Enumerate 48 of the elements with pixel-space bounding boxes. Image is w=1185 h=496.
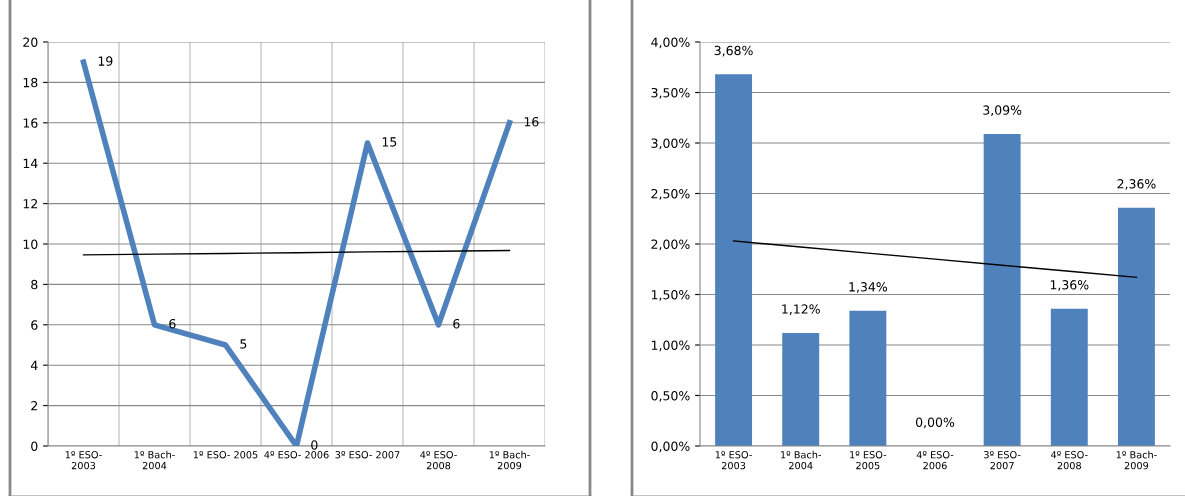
- x-tick-label: 4º ESO- 2006: [264, 451, 329, 459]
- y-tick-label: 4,00%: [651, 37, 690, 49]
- x-tick-label: 1º ESO- 2005: [193, 451, 258, 459]
- x-tick-label: 1º Bach- 2009: [1116, 450, 1157, 470]
- y-tick-label: 14: [23, 158, 38, 168]
- data-label: 6: [169, 318, 176, 329]
- data-label: 1,12%: [782, 304, 820, 316]
- data-label: 3,68%: [714, 45, 753, 57]
- x-tick-label: 1º Bach- 2004: [781, 450, 821, 470]
- data-label: 3,09%: [983, 105, 1022, 117]
- y-tick-label: 16: [23, 118, 38, 128]
- y-tick-label: 2: [31, 401, 38, 411]
- y-tick-label: 6: [31, 320, 38, 330]
- x-tick-label: 1º ESO- 2003: [65, 451, 102, 470]
- y-tick-label: 20: [23, 37, 38, 47]
- data-label: 5: [240, 339, 247, 349]
- y-tick-label: 0: [31, 441, 38, 451]
- y-tick-label: 4: [30, 360, 38, 370]
- data-label: 1,36%: [1050, 280, 1089, 291]
- x-tick-label: 4º ESO- 2006: [916, 451, 954, 470]
- y-tick-label: 3,00%: [651, 138, 690, 150]
- data-label: 0,00%: [915, 417, 955, 429]
- x-tick-label: 4º ESO- 2008: [1050, 451, 1088, 470]
- x-tick-label: 3º ESO- 2007: [984, 451, 1021, 470]
- y-tick-label: 10: [23, 239, 38, 249]
- x-tick-label: 1º Bach- 2009: [489, 450, 530, 470]
- y-tick-label: 12: [23, 199, 38, 209]
- x-tick-label: 1º ESO- 2003: [715, 451, 752, 470]
- data-label: 2,36%: [1117, 179, 1156, 190]
- x-tick-label: 1º Bach- 2004: [134, 450, 175, 470]
- y-tick-label: 2,50%: [651, 188, 690, 200]
- x-tick-label: 1º ESO- 2005: [850, 451, 887, 470]
- data-label: 19: [98, 56, 113, 66]
- y-tick-label: 18: [23, 77, 38, 88]
- x-tick-label: 3º ESO- 2007: [335, 451, 400, 459]
- y-tick-label: 0,50%: [651, 390, 690, 402]
- y-tick-label: 8: [31, 279, 38, 290]
- data-label: 0: [311, 440, 318, 450]
- data-label: 1,34%: [849, 282, 888, 293]
- x-tick-label: 4º ESO- 2008: [420, 451, 457, 470]
- data-label: 15: [382, 137, 397, 147]
- y-tick-label: 1,00%: [651, 340, 690, 352]
- y-tick-label: 3,50%: [651, 87, 690, 99]
- data-label: 16: [524, 116, 539, 127]
- y-tick-label: 2,00%: [651, 239, 690, 251]
- y-tick-label: 1,50%: [651, 289, 690, 301]
- data-label: 6: [453, 318, 460, 329]
- y-tick-label: 0,00%: [651, 441, 690, 453]
